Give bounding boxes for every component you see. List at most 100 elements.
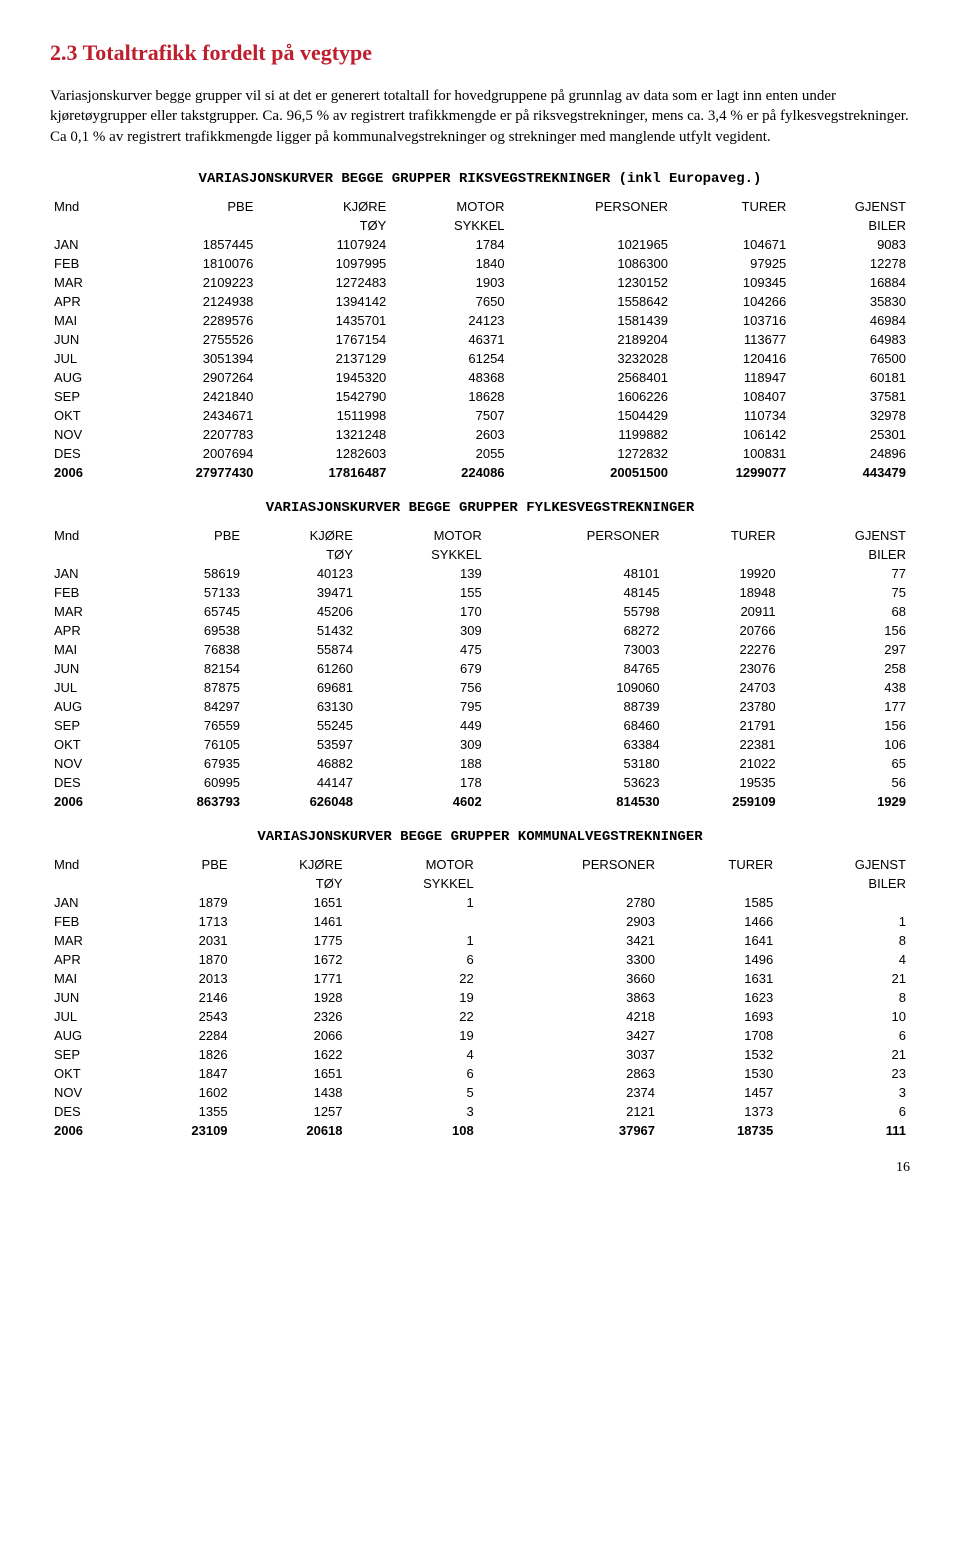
table-row: AUG84297631307958873923780177: [50, 697, 910, 716]
table-cell: 118947: [672, 368, 790, 387]
table-cell: DES: [50, 773, 131, 792]
data-table: MndPBEKJØREMOTORPERSONERTURERGJENSTTØYSY…: [50, 526, 910, 811]
table-row: APR212493813941427650155864210426635830: [50, 292, 910, 311]
table-cell: 39471: [244, 583, 357, 602]
table-cell: 3051394: [125, 349, 258, 368]
table-row: APR187016726330014964: [50, 950, 910, 969]
table-cell: 76559: [131, 716, 244, 735]
column-header: Mnd: [50, 197, 125, 216]
table-cell: 3421: [478, 931, 659, 950]
table-cell: NOV: [50, 1083, 133, 1102]
table-cell: 1272483: [257, 273, 390, 292]
table-cell: 1641: [659, 931, 777, 950]
table-cell: 46371: [390, 330, 508, 349]
table-row: JAN18791651127801585: [50, 893, 910, 912]
table-cell: 82154: [131, 659, 244, 678]
table-cell: 1457: [659, 1083, 777, 1102]
table-row: NOV220778313212482603119988210614225301: [50, 425, 910, 444]
column-subheader: [509, 216, 672, 235]
table-cell: 63384: [486, 735, 664, 754]
table-cell: 170: [357, 602, 486, 621]
table-cell: 1097995: [257, 254, 390, 273]
table-cell: 106: [780, 735, 910, 754]
table-cell: 68: [780, 602, 910, 621]
table-cell: 24896: [790, 444, 910, 463]
table-cell: 61260: [244, 659, 357, 678]
table-cell: 2421840: [125, 387, 258, 406]
table-row: NOV6793546882188531802102265: [50, 754, 910, 773]
table-row: DES6099544147178536231953556: [50, 773, 910, 792]
table-total-cell: 37967: [478, 1121, 659, 1140]
table-cell: 69538: [131, 621, 244, 640]
column-header: KJØRE: [244, 526, 357, 545]
table-cell: 68460: [486, 716, 664, 735]
column-subheader: [133, 874, 232, 893]
table-row: AUG2284206619342717086: [50, 1026, 910, 1045]
column-header: GJENST: [777, 855, 910, 874]
table-cell: 24703: [664, 678, 780, 697]
table-row: MAI2289576143570124123158143910371646984: [50, 311, 910, 330]
table-cell: 120416: [672, 349, 790, 368]
table-total-cell: 2006: [50, 463, 125, 482]
table-cell: 1581439: [509, 311, 672, 330]
table-cell: 2137129: [257, 349, 390, 368]
table-cell: 22: [347, 969, 478, 988]
table-row: NOV160214385237414573: [50, 1083, 910, 1102]
column-subheader: [131, 545, 244, 564]
table-cell: JUL: [50, 1007, 133, 1026]
table-title: VARIASJONSKURVER BEGGE GRUPPER RIKSVEGST…: [50, 171, 910, 187]
table-total-cell: 111: [777, 1121, 910, 1140]
page-number: 16: [50, 1160, 910, 1176]
table-cell: 1: [347, 893, 478, 912]
table-cell: 1504429: [509, 406, 672, 425]
table-cell: 56: [780, 773, 910, 792]
table-cell: 40123: [244, 564, 357, 583]
table-cell: APR: [50, 292, 125, 311]
table-cell: 7507: [390, 406, 508, 425]
column-subheader: BILER: [777, 874, 910, 893]
table-cell: 55874: [244, 640, 357, 659]
table-total-cell: 20618: [232, 1121, 347, 1140]
table-row: SEP2421840154279018628160622610840737581: [50, 387, 910, 406]
table-cell: 3: [347, 1102, 478, 1121]
table-cell: 69681: [244, 678, 357, 697]
column-header: Mnd: [50, 855, 133, 874]
table-cell: 756: [357, 678, 486, 697]
table-cell: 4218: [478, 1007, 659, 1026]
table-cell: 1672: [232, 950, 347, 969]
table-cell: 55245: [244, 716, 357, 735]
table-cell: 2124938: [125, 292, 258, 311]
table-cell: 2434671: [125, 406, 258, 425]
table-cell: [777, 893, 910, 912]
column-header: MOTOR: [347, 855, 478, 874]
table-cell: 46984: [790, 311, 910, 330]
table-cell: 9083: [790, 235, 910, 254]
table-cell: JAN: [50, 564, 131, 583]
table-cell: JAN: [50, 893, 133, 912]
table-cell: 1928: [232, 988, 347, 1007]
column-subheader: [50, 874, 133, 893]
table-cell: 48368: [390, 368, 508, 387]
table-cell: 113677: [672, 330, 790, 349]
table-cell: 20766: [664, 621, 780, 640]
table-cell: 1771: [232, 969, 347, 988]
table-cell: 178: [357, 773, 486, 792]
table-row: JUL3051394213712961254323202812041676500: [50, 349, 910, 368]
table-cell: 22381: [664, 735, 780, 754]
table-cell: 76105: [131, 735, 244, 754]
table-cell: 57133: [131, 583, 244, 602]
table-cell: 1784: [390, 235, 508, 254]
column-subheader: [50, 216, 125, 235]
table-cell: 1530: [659, 1064, 777, 1083]
table-cell: DES: [50, 444, 125, 463]
table-cell: 75: [780, 583, 910, 602]
table-total-cell: 863793: [131, 792, 244, 811]
table-row: FEB5713339471155481451894875: [50, 583, 910, 602]
table-cell: 1767154: [257, 330, 390, 349]
column-header: TURER: [664, 526, 780, 545]
table-cell: 4: [777, 950, 910, 969]
table-cell: JUL: [50, 349, 125, 368]
table-cell: 297: [780, 640, 910, 659]
table-cell: 1810076: [125, 254, 258, 273]
table-cell: 77: [780, 564, 910, 583]
